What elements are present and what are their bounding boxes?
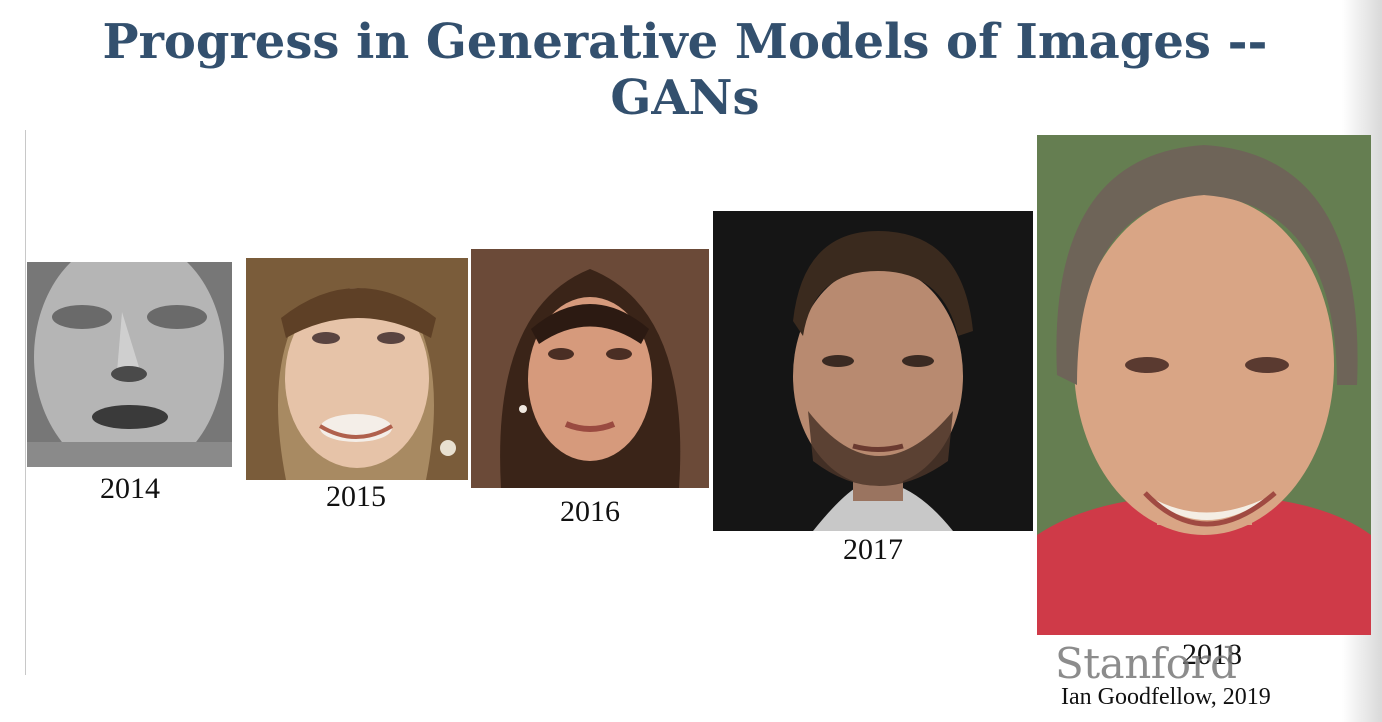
year-label-2018: 2018	[1182, 638, 1242, 671]
stanford-logo: Stanford	[1055, 639, 1237, 688]
face-image-2016	[471, 249, 709, 488]
slide-credit: Ian Goodfellow, 2019	[1061, 684, 1271, 710]
face-2015-icon	[246, 258, 468, 480]
left-border-line	[25, 130, 26, 675]
face-2017-icon	[713, 211, 1033, 531]
year-label-2016: 2016	[560, 495, 620, 528]
face-2018-icon	[1037, 135, 1371, 635]
year-label-2015: 2015	[326, 480, 386, 513]
year-label-2014: 2014	[100, 472, 160, 505]
face-image-2015	[246, 258, 468, 480]
face-image-2017	[713, 211, 1033, 531]
face-image-2014	[27, 262, 232, 467]
face-2016-icon	[471, 249, 709, 488]
face-image-2018	[1037, 135, 1371, 635]
face-2014-icon	[27, 262, 232, 467]
slide-title: Progress in Generative Models of Images …	[102, 14, 1268, 126]
year-label-2017: 2017	[843, 533, 903, 566]
